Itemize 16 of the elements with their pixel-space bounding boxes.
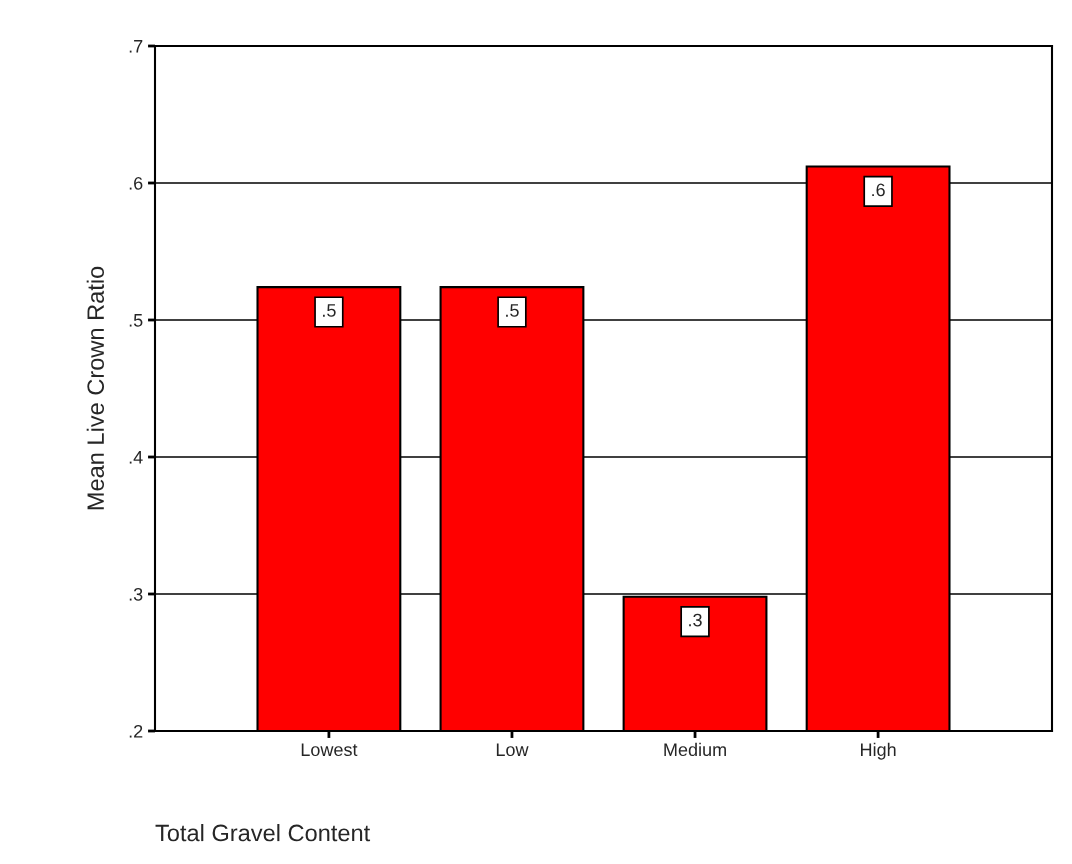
y-tick-label: .3 <box>129 587 143 601</box>
data-label: .5 <box>506 304 519 317</box>
data-label: .6 <box>872 183 885 197</box>
y-tick-label: .2 <box>129 724 143 738</box>
y-axis-title: Mean Live Crown Ratio <box>86 266 105 510</box>
x-tick-label: Low <box>496 743 529 757</box>
x-axis-title: Total Gravel Content <box>155 823 371 842</box>
y-tick-label: .7 <box>129 40 143 53</box>
y-tick-label: .6 <box>129 176 143 190</box>
x-tick-label: Lowest <box>301 743 358 757</box>
data-label: .5 <box>323 304 336 317</box>
data-label: .3 <box>689 613 702 627</box>
y-tick-label: .5 <box>129 314 143 327</box>
x-tick-label: Medium <box>664 742 726 757</box>
x-tick-label: High <box>861 742 896 760</box>
y-tick-label: .4 <box>129 451 143 464</box>
